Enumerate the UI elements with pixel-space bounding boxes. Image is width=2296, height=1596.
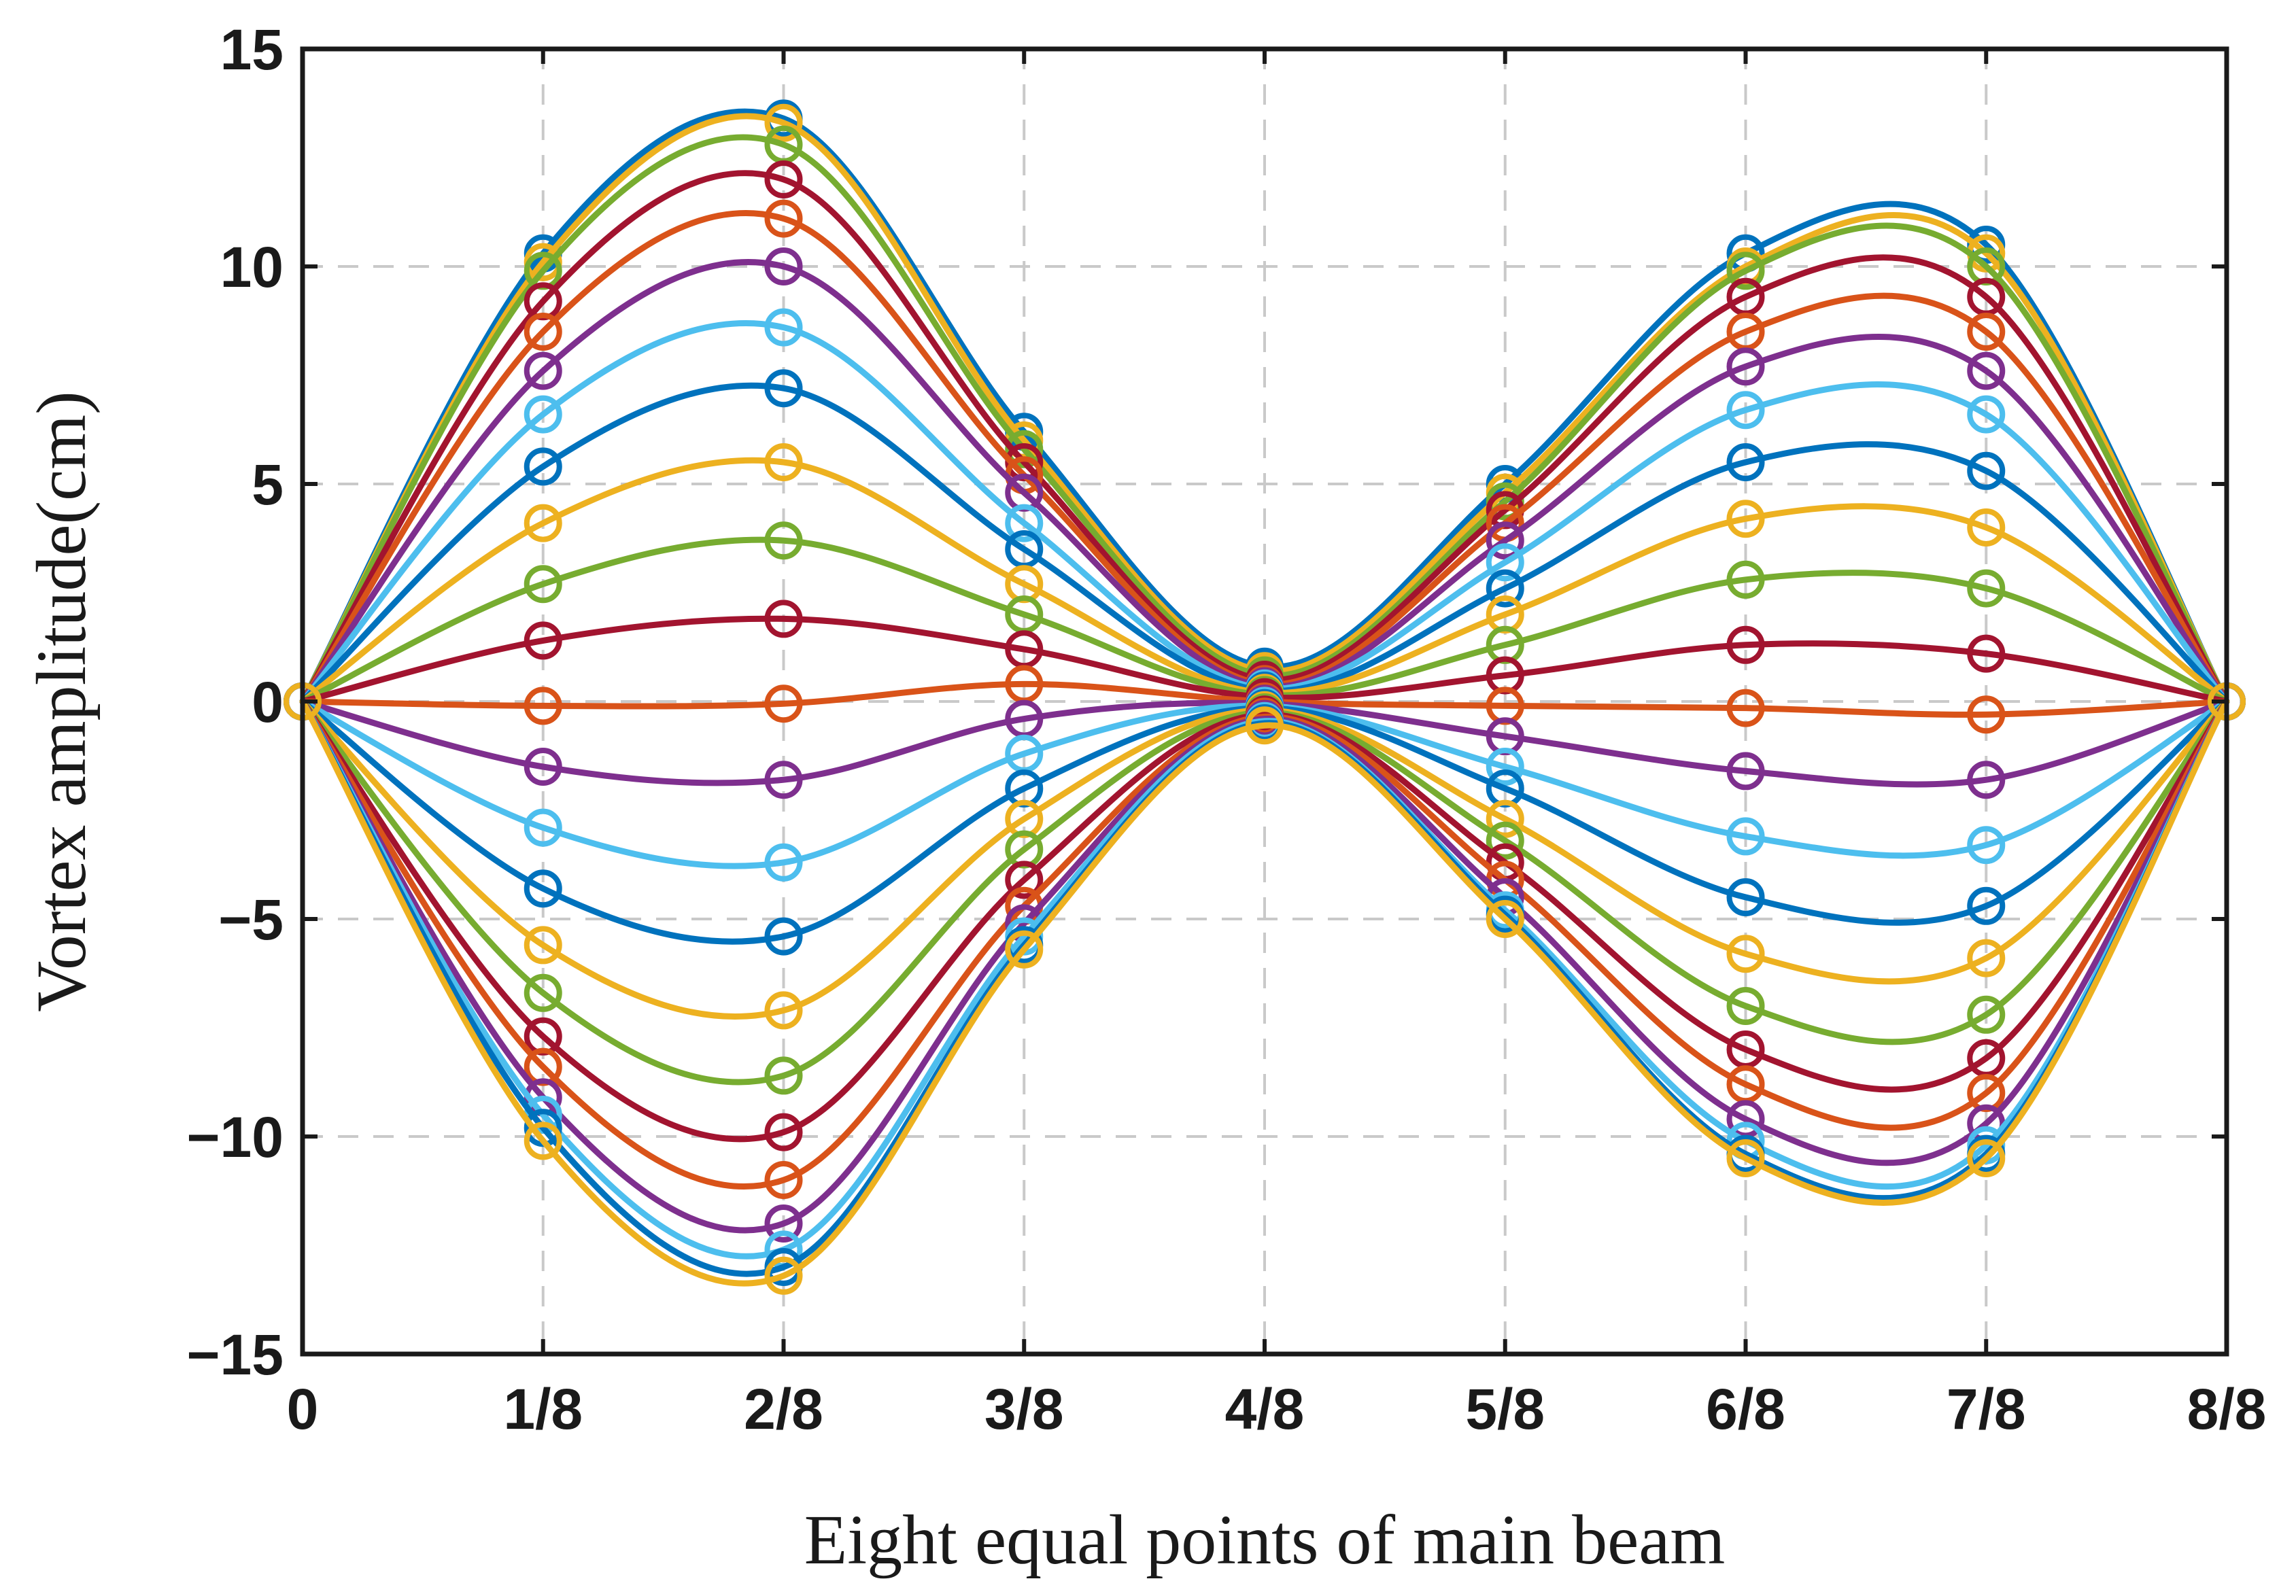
data-point: [764, 684, 803, 723]
data-point: [1726, 878, 1765, 916]
data-point: [764, 521, 803, 560]
data-point: [1726, 625, 1765, 664]
data-point: [524, 1122, 562, 1160]
data-point: [524, 808, 562, 847]
data-point: [1967, 395, 2006, 434]
data-point: [764, 761, 803, 799]
series-line: [299, 698, 2230, 1287]
x-tick-label: 3/8: [984, 1377, 1064, 1441]
data-point: [1246, 706, 1284, 745]
y-tick-label: −10: [187, 1105, 284, 1169]
data-point: [1967, 634, 2006, 673]
data-point: [764, 1256, 803, 1295]
data-point: [1726, 1139, 1765, 1177]
x-tick-label: 6/8: [1706, 1377, 1785, 1441]
data-point: [1967, 451, 2006, 490]
data-point: [764, 1204, 803, 1243]
x-tick-label: 2/8: [744, 1377, 823, 1441]
data-point: [524, 395, 562, 434]
data-point: [1726, 817, 1765, 856]
data-point: [1486, 799, 1524, 838]
data-point: [1967, 826, 2006, 865]
x-tick-label: 8/8: [2187, 1377, 2267, 1441]
data-point: [1726, 251, 1765, 290]
data-point: [524, 351, 562, 390]
data-point: [1726, 689, 1765, 727]
x-tick-label: 1/8: [503, 1377, 583, 1441]
axis-ticks: [301, 47, 2229, 1356]
data-point: [764, 1161, 803, 1199]
x-tick-label: 4/8: [1225, 1377, 1305, 1441]
data-point: [1005, 930, 1044, 969]
series-layer: [284, 99, 2246, 1295]
data-point: [1486, 900, 1524, 938]
data-point: [1005, 861, 1044, 899]
y-tick-labels: 15 10 5 0 −5 −10 −15: [187, 18, 284, 1387]
data-point: [524, 621, 562, 660]
data-point: [1967, 508, 2006, 547]
data-point: [764, 1056, 803, 1095]
x-axis-title: Eight equal points of main beam: [804, 1501, 1726, 1579]
data-point: [524, 687, 562, 725]
data-point: [524, 748, 562, 786]
data-point: [764, 160, 803, 198]
data-point: [764, 1113, 803, 1151]
data-point: [524, 504, 562, 542]
data-point: [764, 199, 803, 238]
data-point: [524, 565, 562, 604]
x-tick-label: 5/8: [1465, 1377, 1545, 1441]
data-point: [1967, 351, 2006, 390]
y-tick-label: −5: [218, 888, 284, 952]
data-point: [1486, 821, 1524, 860]
data-point: [764, 991, 803, 1030]
data-point: [524, 313, 562, 351]
data-point: [524, 447, 562, 486]
data-point: [1967, 939, 2006, 977]
x-tick-label: 7/8: [1947, 1377, 2026, 1441]
series-23: [284, 682, 2246, 1295]
data-point: [1967, 1139, 2006, 1177]
y-tick-label: 10: [220, 235, 284, 299]
series-17: [284, 682, 2246, 1095]
data-point: [1967, 886, 2006, 925]
data-point: [524, 973, 562, 1012]
y-tick-label: 15: [220, 18, 284, 82]
y-tick-label: 0: [252, 670, 284, 734]
data-point: [1967, 995, 2006, 1034]
data-point: [1726, 987, 1765, 1025]
data-point: [1726, 443, 1765, 481]
data-point: [1726, 752, 1765, 791]
y-axis-title: Vortex amplitude(cm): [22, 391, 101, 1012]
data-point: [1726, 560, 1765, 599]
data-point: [1726, 391, 1765, 430]
data-point: [1005, 504, 1044, 542]
data-point: [1967, 313, 2006, 351]
data-point: [1967, 695, 2006, 734]
data-point: [1486, 521, 1524, 560]
x-tick-label: 0: [287, 1377, 319, 1441]
data-point: [1486, 748, 1524, 786]
data-point: [1726, 500, 1765, 538]
data-point: [764, 843, 803, 882]
data-point: [1486, 543, 1524, 582]
data-point: [764, 308, 803, 347]
data-point: [764, 103, 803, 142]
data-point: [524, 869, 562, 908]
data-point: [764, 600, 803, 638]
data-point: [1967, 569, 2006, 608]
data-point: [764, 369, 803, 408]
data-point: [1486, 569, 1524, 608]
data-point: [764, 443, 803, 481]
data-point: [1726, 935, 1765, 973]
y-tick-label: 5: [252, 453, 284, 517]
data-point: [764, 917, 803, 956]
data-point: [524, 926, 562, 965]
x-tick-labels: 0 1/8 2/8 3/8 4/8 5/8 6/8 7/8 8/8: [287, 1377, 2267, 1441]
data-point: [764, 247, 803, 285]
y-tick-label: −15: [187, 1323, 284, 1387]
data-point: [1726, 347, 1765, 386]
data-point: [1967, 761, 2006, 799]
